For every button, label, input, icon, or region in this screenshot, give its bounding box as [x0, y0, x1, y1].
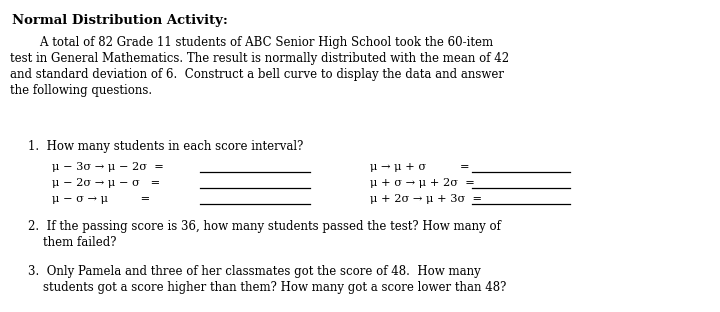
Text: A total of 82 Grade 11 students of ABC Senior High School took the 60-item: A total of 82 Grade 11 students of ABC S… — [10, 36, 493, 49]
Text: 3.  Only Pamela and three of her classmates got the score of 48.  How many: 3. Only Pamela and three of her classmat… — [28, 265, 481, 278]
Text: Normal Distribution Activity:: Normal Distribution Activity: — [12, 14, 228, 27]
Text: students got a score higher than them? How many got a score lower than 48?: students got a score higher than them? H… — [28, 281, 506, 294]
Text: 1.  How many students in each score interval?: 1. How many students in each score inter… — [28, 140, 303, 153]
Text: μ − 2σ → μ − σ   =: μ − 2σ → μ − σ = — [52, 178, 160, 188]
Text: μ + σ → μ + 2σ  =: μ + σ → μ + 2σ = — [370, 178, 474, 188]
Text: μ + 2σ → μ + 3σ  =: μ + 2σ → μ + 3σ = — [370, 194, 482, 204]
Text: μ → μ + σ: μ → μ + σ — [370, 162, 426, 172]
Text: 2.  If the passing score is 36, how many students passed the test? How many of: 2. If the passing score is 36, how many … — [28, 220, 501, 233]
Text: the following questions.: the following questions. — [10, 84, 152, 97]
Text: test in General Mathematics. The result is normally distributed with the mean of: test in General Mathematics. The result … — [10, 52, 509, 65]
Text: them failed?: them failed? — [28, 236, 117, 249]
Text: μ − σ → μ         =: μ − σ → μ = — [52, 194, 150, 204]
Text: and standard deviation of 6.  Construct a bell curve to display the data and ans: and standard deviation of 6. Construct a… — [10, 68, 504, 81]
Text: μ − 3σ → μ − 2σ  =: μ − 3σ → μ − 2σ = — [52, 162, 163, 172]
Text: =: = — [460, 162, 469, 172]
